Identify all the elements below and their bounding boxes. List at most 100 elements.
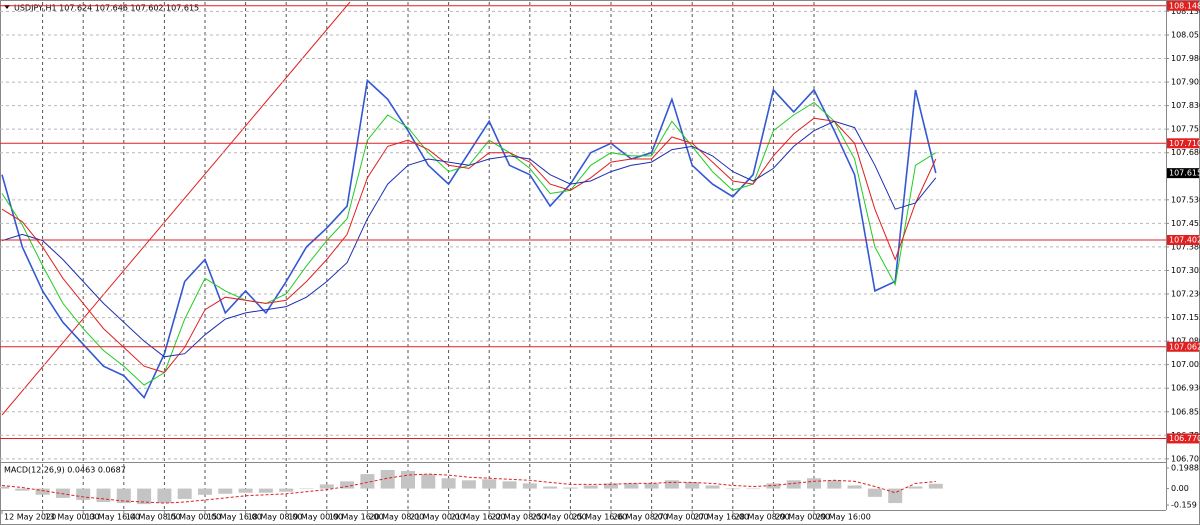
x-tick-label: 21 May 00:00 bbox=[410, 513, 465, 522]
x-tick-label: 13 May 00:00 bbox=[45, 513, 100, 522]
y-tick-label: 106.855 bbox=[1171, 407, 1200, 416]
y-tick-label: 107.980 bbox=[1171, 54, 1200, 63]
histogram-bar bbox=[807, 478, 821, 489]
y-tick-label: 107.905 bbox=[1171, 78, 1200, 87]
x-tick-label: 21 May 16:00 bbox=[451, 513, 506, 522]
y-tick-label: 107.830 bbox=[1171, 101, 1200, 110]
histogram-bar bbox=[725, 488, 740, 490]
histogram-bar bbox=[908, 486, 923, 489]
histogram-bar bbox=[421, 474, 436, 489]
x-tick-label: 13 May 16:00 bbox=[85, 513, 140, 522]
x-tick-label: 15 May 00:00 bbox=[166, 513, 221, 522]
histogram-bar bbox=[96, 488, 111, 503]
histogram-bar bbox=[380, 469, 395, 489]
histogram-bar bbox=[340, 481, 355, 489]
histogram-bar bbox=[888, 488, 903, 504]
histogram-bar bbox=[664, 480, 679, 489]
price-level-tag bbox=[1167, 0, 1199, 11]
histogram-bar bbox=[867, 488, 882, 497]
y-tick-label: 107.230 bbox=[1171, 290, 1200, 299]
price-level-label: 107.402 bbox=[1169, 236, 1200, 245]
histogram-bar bbox=[461, 480, 476, 489]
histogram-bar bbox=[0, 486, 9, 489]
x-tick-label: 20 May 08:00 bbox=[369, 513, 424, 522]
x-tick-label: 12 May 2020 bbox=[4, 513, 56, 522]
y-tick-label: -0.159 bbox=[1171, 501, 1197, 510]
price-level-tag bbox=[1167, 235, 1199, 246]
histogram-bar bbox=[76, 488, 91, 500]
x-tick-label: 26 May 08:00 bbox=[613, 513, 668, 522]
current-price-label: 107.615 bbox=[1169, 169, 1200, 178]
price-level-tag bbox=[1167, 341, 1199, 352]
y-tick-label: 0.00 bbox=[1171, 484, 1189, 493]
histogram-bar bbox=[705, 485, 720, 489]
y-tick-label: 107.530 bbox=[1171, 195, 1200, 204]
y-tick-label: 107.005 bbox=[1171, 360, 1200, 369]
x-tick-label: 22 May 08:00 bbox=[491, 513, 546, 522]
histogram-bar bbox=[928, 483, 943, 489]
histogram-bar bbox=[482, 479, 497, 489]
histogram-bar bbox=[35, 488, 50, 495]
x-tick-label: 19 May 00:00 bbox=[288, 513, 343, 522]
indicator-line bbox=[1, 473, 936, 504]
trend-line bbox=[1, 1, 351, 416]
histogram-bar bbox=[543, 486, 558, 489]
histogram-bar bbox=[583, 485, 598, 489]
histogram-bar bbox=[522, 483, 537, 489]
y-tick-label: 106.705 bbox=[1171, 454, 1200, 463]
histogram-bar bbox=[644, 483, 659, 489]
histogram-bar bbox=[279, 488, 294, 492]
histogram-bar bbox=[685, 482, 700, 489]
histogram-bar bbox=[137, 488, 152, 505]
macd-title: MACD(12,26,9) 0.0463 0.0687 bbox=[4, 466, 126, 475]
price-level-tag bbox=[1167, 433, 1199, 444]
histogram-bar bbox=[15, 488, 30, 491]
histogram-bar bbox=[604, 483, 618, 489]
y-tick-label: 108.055 bbox=[1171, 30, 1200, 39]
histogram-bar bbox=[177, 488, 192, 499]
price-level-label: 106.770 bbox=[1169, 434, 1200, 443]
x-tick-label: 27 May 16:00 bbox=[694, 513, 749, 522]
price-level-label: 107.710 bbox=[1169, 139, 1200, 148]
histogram-bar bbox=[502, 481, 517, 489]
indicator-line bbox=[1, 78, 937, 400]
y-tick-label: 107.455 bbox=[1171, 219, 1200, 228]
histogram-bar bbox=[827, 480, 842, 489]
histogram-bar bbox=[441, 478, 456, 489]
price-level-label: 107.062 bbox=[1169, 342, 1200, 351]
histogram-bar bbox=[157, 488, 172, 504]
histogram-bar bbox=[319, 484, 334, 489]
histogram-bar bbox=[563, 487, 578, 489]
histogram-bar bbox=[786, 480, 801, 489]
histogram-bar bbox=[198, 488, 212, 495]
histogram-bar bbox=[55, 488, 70, 498]
histogram-bar bbox=[847, 485, 862, 489]
histogram-bar bbox=[360, 474, 375, 489]
y-tick-label: 108.130 bbox=[1171, 7, 1200, 16]
histogram-bar bbox=[624, 483, 639, 489]
indicator-line bbox=[1, 120, 937, 358]
x-tick-label: 14 May 08:00 bbox=[126, 513, 181, 522]
histogram-bar bbox=[238, 488, 253, 493]
y-tick-label: 107.680 bbox=[1171, 148, 1200, 157]
price-level-tag bbox=[1167, 138, 1199, 149]
y-tick-label: 107.380 bbox=[1171, 242, 1200, 251]
x-tick-label: 29 May 16:00 bbox=[816, 513, 871, 522]
histogram-bar bbox=[116, 488, 131, 504]
histogram-bar bbox=[299, 488, 314, 490]
y-tick-label: 107.755 bbox=[1171, 125, 1200, 134]
x-tick-label: 18 May 08:00 bbox=[248, 513, 303, 522]
x-tick-label: 29 May 00:00 bbox=[775, 513, 830, 522]
chart-title: USDJPY,H1 107.624 107.646 107.602 107.61… bbox=[14, 4, 199, 13]
y-tick-label: 106.930 bbox=[1171, 384, 1200, 393]
y-tick-label: 107.305 bbox=[1171, 266, 1200, 275]
x-tick-label: 19 May 16:00 bbox=[329, 513, 384, 522]
x-tick-label: 15 May 16:00 bbox=[207, 513, 262, 522]
x-tick-label: 28 May 08:00 bbox=[735, 513, 790, 522]
histogram-bar bbox=[746, 488, 761, 490]
histogram-bar bbox=[258, 488, 273, 493]
y-tick-label: 107.080 bbox=[1171, 337, 1200, 346]
y-tick-label: 107.155 bbox=[1171, 313, 1200, 322]
